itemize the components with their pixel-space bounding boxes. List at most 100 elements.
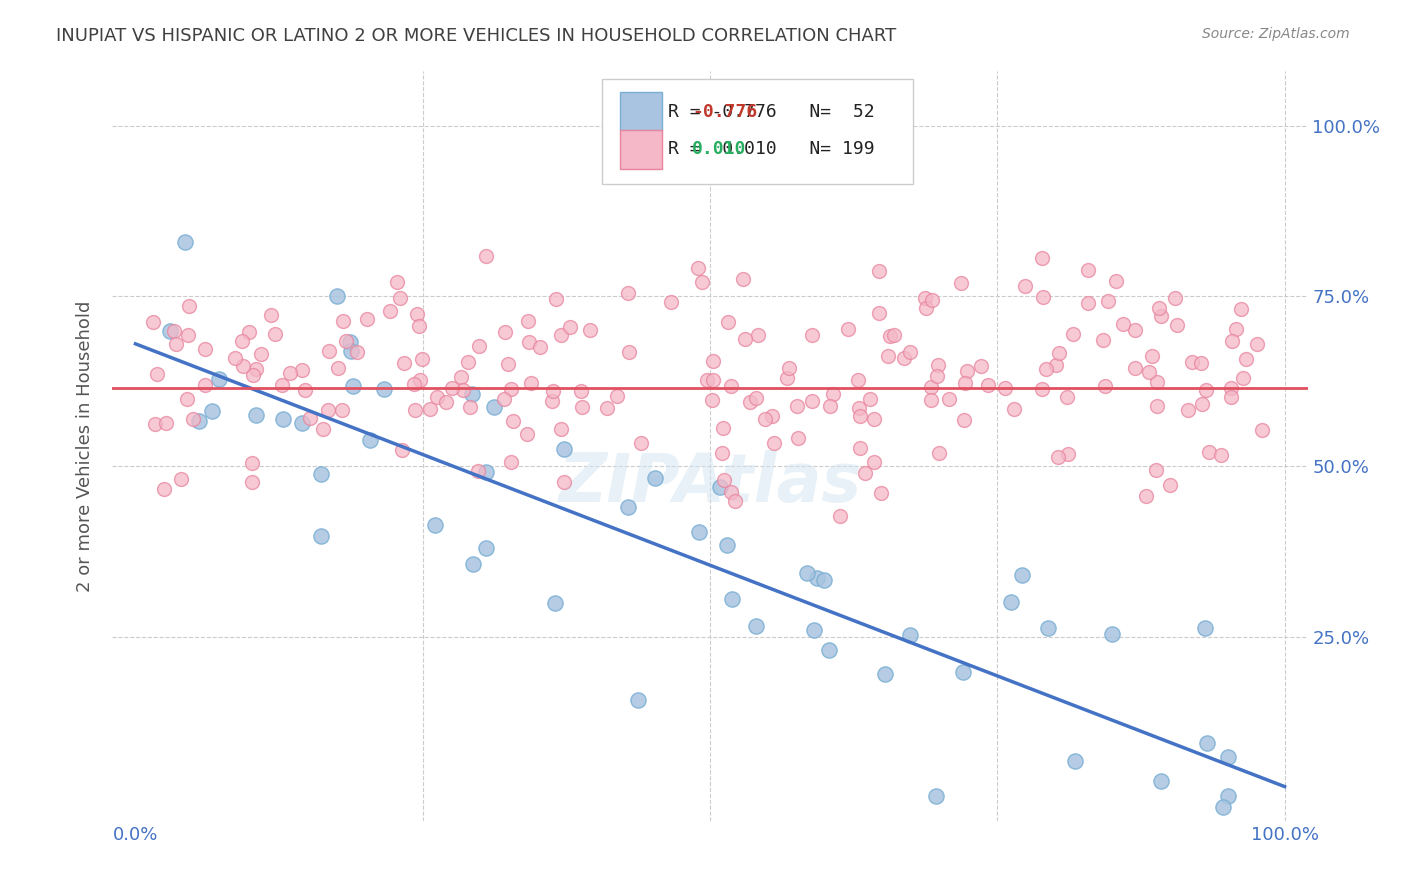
Inupiat [1216,789,1239,804]
Hispanics or Latinos [1225,321,1247,335]
Hispanics or Latinos [1097,294,1119,309]
Hispanics or Latinos [146,367,169,381]
Hispanics or Latinos [346,345,368,359]
Hispanics or Latinos [876,349,898,363]
Hispanics or Latinos [862,412,884,426]
Text: INUPIAT VS HISPANIC OR LATINO 2 OR MORE VEHICLES IN HOUSEHOLD CORRELATION CHART: INUPIAT VS HISPANIC OR LATINO 2 OR MORE … [56,27,897,45]
Hispanics or Latinos [724,494,747,508]
Hispanics or Latinos [155,417,177,431]
Inupiat [159,324,181,338]
Hispanics or Latinos [928,446,950,460]
Hispanics or Latinos [163,324,186,338]
Hispanics or Latinos [408,373,430,387]
Hispanics or Latinos [240,475,263,489]
Hispanics or Latinos [391,443,413,458]
Hispanics or Latinos [1047,345,1070,359]
Inupiat [806,571,828,585]
Hispanics or Latinos [1077,295,1099,310]
Hispanics or Latinos [238,326,260,340]
Hispanics or Latinos [747,328,769,343]
Hispanics or Latinos [711,421,734,435]
Hispanics or Latinos [837,322,859,336]
Hispanics or Latinos [312,421,335,435]
Hispanics or Latinos [761,409,783,424]
Text: R =  0.010   N= 199: R = 0.010 N= 199 [668,140,875,158]
Hispanics or Latinos [550,422,572,436]
Inupiat [644,471,666,485]
Inupiat [688,524,710,539]
Inupiat [617,500,640,514]
Hispanics or Latinos [696,373,718,387]
Hispanics or Latinos [1211,448,1233,462]
Hispanics or Latinos [451,383,474,397]
Hispanics or Latinos [245,362,267,376]
Hispanics or Latinos [494,325,516,339]
Hispanics or Latinos [496,357,519,371]
Hispanics or Latinos [529,340,551,354]
Hispanics or Latinos [1137,366,1160,380]
Text: ZIPAtlas: ZIPAtlas [558,450,862,516]
Hispanics or Latinos [516,314,538,328]
Hispanics or Latinos [1219,381,1241,395]
Inupiat [291,417,314,431]
Hispanics or Latinos [392,356,415,370]
Hispanics or Latinos [558,320,581,334]
Hispanics or Latinos [762,435,785,450]
Inupiat [1195,735,1218,749]
Hispanics or Latinos [863,455,886,469]
Hispanics or Latinos [1057,447,1080,461]
Hispanics or Latinos [870,486,893,500]
Inupiat [1194,621,1216,635]
Hispanics or Latinos [335,334,357,349]
FancyBboxPatch shape [603,78,914,184]
Hispanics or Latinos [702,354,724,368]
Hispanics or Latinos [1047,450,1070,464]
Hispanics or Latinos [1032,290,1054,304]
Hispanics or Latinos [578,323,600,337]
Inupiat [342,378,364,392]
Inupiat [1000,595,1022,609]
Hispanics or Latinos [1105,274,1128,288]
Hispanics or Latinos [242,368,264,383]
Hispanics or Latinos [404,403,426,417]
Hispanics or Latinos [1189,356,1212,370]
Inupiat [1011,567,1033,582]
Inupiat [952,665,974,679]
Hispanics or Latinos [1123,360,1146,375]
Hispanics or Latinos [849,441,872,455]
Hispanics or Latinos [540,393,562,408]
Hispanics or Latinos [242,456,264,470]
Hispanics or Latinos [1146,399,1168,413]
Hispanics or Latinos [194,378,217,392]
Hispanics or Latinos [1035,361,1057,376]
Hispanics or Latinos [1220,390,1243,404]
Hispanics or Latinos [569,384,592,398]
Inupiat [359,433,381,447]
Hispanics or Latinos [920,392,942,407]
Hispanics or Latinos [440,381,463,395]
Hispanics or Latinos [927,359,949,373]
FancyBboxPatch shape [620,130,662,169]
Hispanics or Latinos [927,369,949,384]
Hispanics or Latinos [224,351,246,365]
Hispanics or Latinos [970,359,993,373]
Inupiat [1063,754,1085,768]
Text: R = -0.776   N=  52: R = -0.776 N= 52 [668,103,875,120]
Hispanics or Latinos [467,464,489,478]
Hispanics or Latinos [606,389,628,403]
Hispanics or Latinos [356,311,378,326]
Hispanics or Latinos [1045,358,1067,372]
Hispanics or Latinos [953,413,976,427]
Hispanics or Latinos [953,376,976,390]
Hispanics or Latinos [571,401,593,415]
Inupiat [1101,627,1123,641]
Hispanics or Latinos [920,380,942,394]
Hispanics or Latinos [318,343,340,358]
Inupiat [373,383,395,397]
Hispanics or Latinos [688,260,710,275]
Inupiat [484,401,506,415]
Hispanics or Latinos [823,386,845,401]
Inupiat [174,235,197,250]
Hispanics or Latinos [316,403,339,417]
Hispanics or Latinos [1062,326,1084,341]
